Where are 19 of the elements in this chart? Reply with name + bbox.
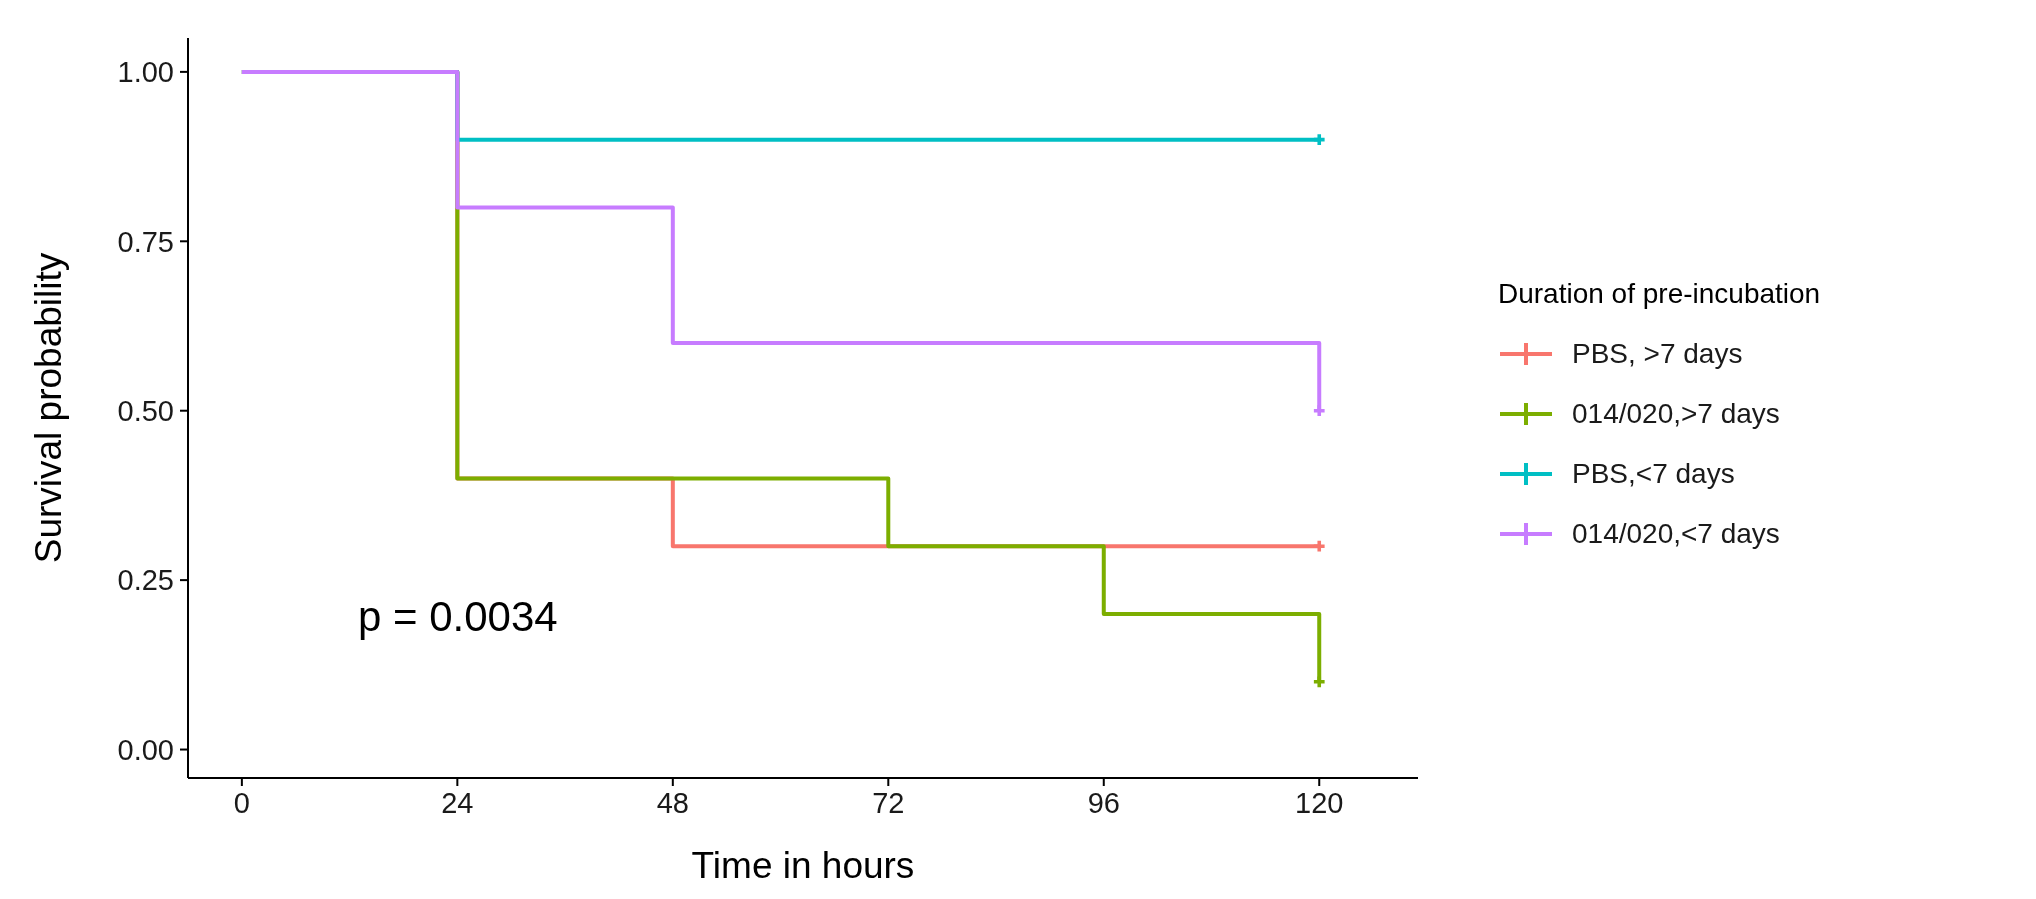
legend-label: PBS, >7 days bbox=[1572, 338, 1743, 370]
y-axis-title: Survival probability bbox=[28, 252, 70, 564]
y-tick-label: 0.75 bbox=[117, 225, 174, 258]
x-tick-label: 96 bbox=[1087, 786, 1120, 819]
x-tick-label: 48 bbox=[656, 786, 689, 819]
y-tick-label: 0.50 bbox=[117, 395, 174, 428]
y-tick-label: 0.25 bbox=[117, 564, 174, 597]
x-tick-label: 72 bbox=[872, 786, 905, 819]
annotation: p = 0.0034 bbox=[358, 593, 558, 641]
x-tick-label: 24 bbox=[441, 786, 474, 819]
x-tick-label: 0 bbox=[233, 786, 250, 819]
x-tick-label: 120 bbox=[1295, 786, 1344, 819]
y-tick-label: 1.00 bbox=[117, 56, 174, 89]
legend-label: PBS,<7 days bbox=[1572, 458, 1735, 490]
legend-label: 014/020,>7 days bbox=[1572, 398, 1780, 430]
y-tick-label: 0.00 bbox=[117, 733, 174, 766]
x-axis-title: Time in hours bbox=[691, 845, 915, 886]
legend-title: Duration of pre-incubation bbox=[1498, 278, 1821, 310]
legend-label: 014/020,<7 days bbox=[1572, 518, 1780, 550]
